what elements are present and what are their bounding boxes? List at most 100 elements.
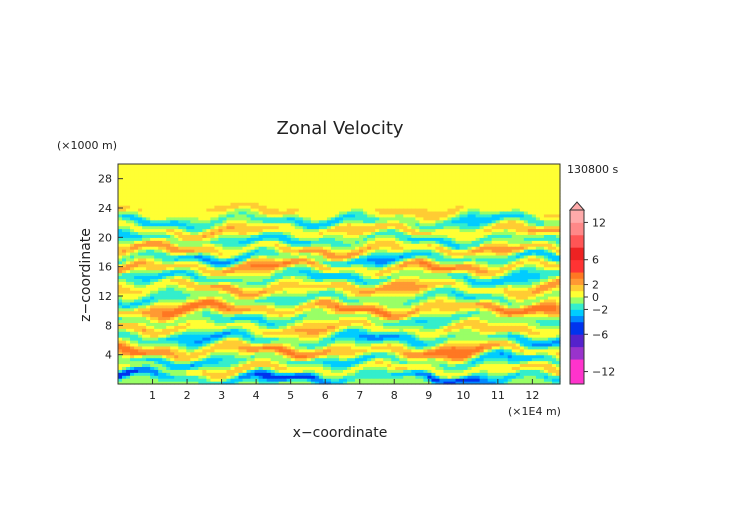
heatmap-cell — [282, 172, 288, 177]
heatmap-cell — [306, 278, 312, 282]
y-axis-label: z−coordinate — [78, 228, 94, 322]
heatmap-cell — [379, 205, 384, 209]
heatmap-cell — [246, 319, 252, 323]
heatmap-cell — [142, 328, 147, 332]
heatmap-cell — [310, 175, 316, 180]
heatmap-cell — [190, 328, 195, 332]
heatmap-cell — [286, 164, 292, 168]
heatmap-cell — [290, 351, 296, 356]
heatmap-cell — [302, 234, 308, 238]
heatmap-cell — [334, 210, 340, 215]
heatmap-cell — [186, 193, 191, 197]
heatmap-cell — [218, 293, 224, 297]
heatmap-cell — [242, 301, 248, 306]
heatmap-cell — [250, 178, 256, 183]
heatmap-cell — [254, 257, 260, 262]
heatmap-cell — [359, 172, 364, 177]
heatmap-cell — [258, 340, 264, 344]
heatmap-cell — [226, 249, 232, 253]
heatmap-cell — [154, 325, 159, 329]
heatmap-cell — [122, 366, 127, 370]
heatmap-cell — [246, 237, 252, 241]
heatmap-cell — [310, 228, 316, 233]
heatmap-cell — [274, 369, 280, 373]
heatmap-cell — [122, 357, 127, 362]
heatmap-cell — [146, 216, 151, 221]
heatmap-cell — [254, 342, 260, 347]
heatmap-cell — [254, 287, 260, 291]
heatmap-cell — [375, 240, 380, 244]
heatmap-cell — [190, 366, 195, 370]
heatmap-cell — [170, 348, 175, 353]
heatmap-cell — [343, 269, 348, 274]
heatmap-cell — [339, 348, 344, 353]
heatmap-cell — [122, 310, 127, 315]
heatmap-cell — [126, 378, 131, 382]
heatmap-cell — [306, 287, 312, 291]
heatmap-cell — [262, 263, 268, 268]
heatmap-cell — [266, 172, 272, 177]
heatmap-cell — [347, 272, 352, 277]
heatmap-cell — [222, 187, 228, 191]
heatmap-cell — [154, 205, 159, 209]
heatmap-cell — [290, 319, 296, 323]
heatmap-cell — [150, 175, 155, 180]
heatmap-cell — [194, 284, 199, 288]
heatmap-cell — [246, 260, 252, 265]
heatmap-cell — [375, 166, 380, 171]
heatmap-cell — [314, 252, 320, 256]
heatmap-cell — [142, 254, 147, 259]
heatmap-cell — [359, 281, 364, 285]
heatmap-cell — [170, 307, 175, 312]
heatmap-cell — [258, 234, 264, 238]
heatmap-cell — [126, 178, 131, 183]
heatmap-cell — [286, 169, 292, 174]
heatmap-cell — [198, 351, 203, 356]
heatmap-cell — [278, 275, 284, 279]
heatmap-cell — [230, 334, 236, 338]
heatmap-cell — [222, 196, 228, 200]
heatmap-cell — [318, 296, 324, 300]
heatmap-cell — [142, 234, 147, 238]
heatmap-cell — [218, 228, 224, 233]
heatmap-cell — [126, 328, 131, 332]
heatmap-cell — [314, 322, 320, 326]
heatmap-cell — [238, 372, 244, 376]
heatmap-cell — [363, 184, 368, 189]
heatmap-cell — [174, 266, 179, 271]
heatmap-cell — [186, 342, 191, 347]
heatmap-cell — [266, 366, 272, 370]
heatmap-cell — [330, 187, 336, 191]
heatmap-cell — [190, 252, 195, 256]
heatmap-cell — [302, 181, 308, 186]
heatmap-cell — [266, 219, 272, 224]
heatmap-cell — [166, 260, 171, 265]
heatmap-cell — [226, 246, 232, 250]
heatmap-cell — [202, 378, 207, 382]
heatmap-cell — [238, 345, 244, 350]
heatmap-cell — [326, 266, 332, 271]
heatmap-cell — [194, 328, 199, 332]
heatmap-cell — [126, 260, 131, 265]
heatmap-cell — [262, 342, 268, 347]
heatmap-cell — [334, 263, 340, 268]
heatmap-cell — [146, 228, 151, 233]
heatmap-cell — [186, 237, 191, 241]
heatmap-cell — [379, 243, 384, 247]
heatmap-cell — [118, 316, 123, 321]
heatmap-cell — [266, 316, 272, 321]
heatmap-cell — [367, 334, 372, 338]
heatmap-cell — [162, 184, 167, 189]
heatmap-cell — [375, 298, 380, 303]
heatmap-cell — [282, 196, 288, 200]
heatmap-cell — [339, 307, 344, 312]
heatmap-cell — [334, 296, 340, 300]
heatmap-cell — [182, 172, 187, 177]
heatmap-cell — [355, 196, 360, 200]
heatmap-cell — [326, 164, 332, 168]
heatmap-cell — [218, 208, 224, 212]
heatmap-cell — [206, 199, 212, 203]
heatmap-cell — [190, 172, 195, 177]
heatmap-cell — [154, 375, 159, 379]
heatmap-cell — [170, 178, 175, 183]
